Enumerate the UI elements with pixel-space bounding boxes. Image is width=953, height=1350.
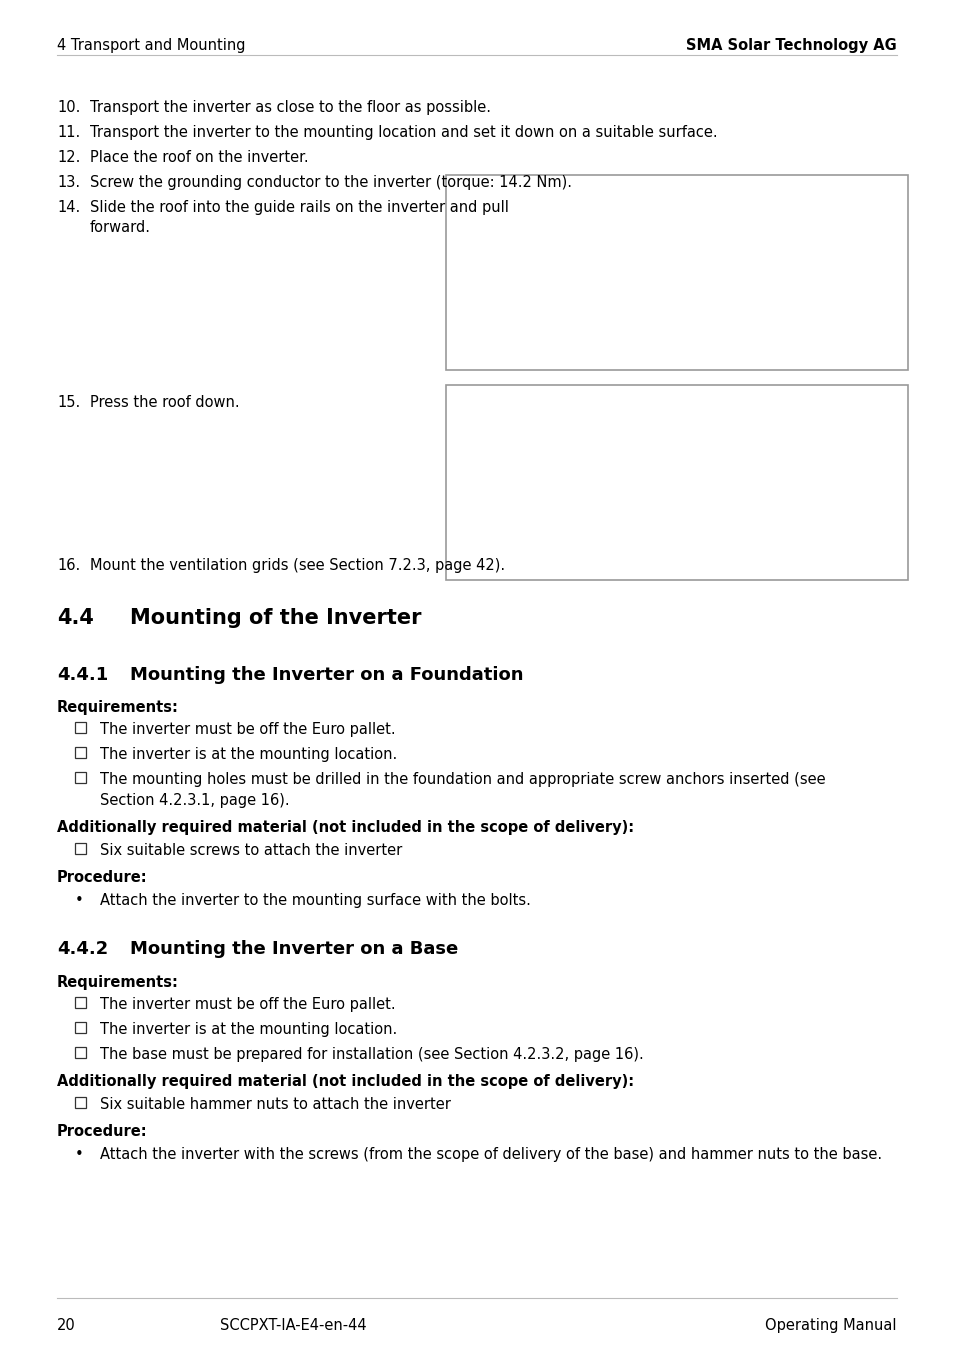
Text: The inverter must be off the Euro pallet.: The inverter must be off the Euro pallet… [100,998,395,1012]
Text: Transport the inverter as close to the floor as possible.: Transport the inverter as close to the f… [90,100,491,115]
Text: Attach the inverter with the screws (from the scope of delivery of the base) and: Attach the inverter with the screws (fro… [100,1148,882,1162]
Text: Place the roof on the inverter.: Place the roof on the inverter. [90,150,309,165]
Text: Additionally required material (not included in the scope of delivery):: Additionally required material (not incl… [57,1075,634,1089]
Bar [75,842,86,855]
Bar [75,998,86,1008]
Bar [75,772,86,783]
Text: 13.: 13. [57,176,80,190]
Bar [75,722,86,733]
Text: Procedure:: Procedure: [57,869,148,886]
Text: 14.: 14. [57,200,80,215]
Text: 4.4.1: 4.4.1 [57,666,108,684]
Text: •: • [75,892,84,909]
Text: The inverter must be off the Euro pallet.: The inverter must be off the Euro pallet… [100,722,395,737]
Text: Requirements:: Requirements: [57,701,179,716]
Bar [75,1098,86,1108]
Text: Mount the ventilation grids (see Section 7.2.3, page 42).: Mount the ventilation grids (see Section… [90,558,504,572]
Text: The mounting holes must be drilled in the foundation and appropriate screw ancho: The mounting holes must be drilled in th… [100,772,824,787]
Text: 11.: 11. [57,126,80,140]
Text: Slide the roof into the guide rails on the inverter and pull: Slide the roof into the guide rails on t… [90,200,508,215]
Text: Six suitable screws to attach the inverter: Six suitable screws to attach the invert… [100,842,402,859]
Text: The inverter is at the mounting location.: The inverter is at the mounting location… [100,747,396,761]
Text: Transport the inverter to the mounting location and set it down on a suitable su: Transport the inverter to the mounting l… [90,126,717,140]
Text: Six suitable hammer nuts to attach the inverter: Six suitable hammer nuts to attach the i… [100,1098,451,1112]
Bar [75,1048,86,1058]
Text: 12.: 12. [57,150,80,165]
Text: 16.: 16. [57,558,80,572]
Text: SMA Solar Technology AG: SMA Solar Technology AG [685,38,896,53]
FancyBboxPatch shape [446,385,907,580]
Text: 15.: 15. [57,396,80,410]
Text: Mounting the Inverter on a Base: Mounting the Inverter on a Base [130,940,457,958]
Text: Screw the grounding conductor to the inverter (torque: 14.2 Nm).: Screw the grounding conductor to the inv… [90,176,572,190]
Text: The inverter is at the mounting location.: The inverter is at the mounting location… [100,1022,396,1037]
FancyBboxPatch shape [446,176,907,370]
Text: Mounting the Inverter on a Foundation: Mounting the Inverter on a Foundation [130,666,523,684]
Bar [75,1022,86,1033]
Text: Mounting of the Inverter: Mounting of the Inverter [130,608,421,628]
Text: 4.4: 4.4 [57,608,93,628]
Text: 4 Transport and Mounting: 4 Transport and Mounting [57,38,245,53]
Text: Operating Manual: Operating Manual [764,1318,896,1332]
Text: •: • [75,1148,84,1162]
Text: 10.: 10. [57,100,80,115]
Bar [75,747,86,757]
Text: Requirements:: Requirements: [57,975,179,990]
Text: Attach the inverter to the mounting surface with the bolts.: Attach the inverter to the mounting surf… [100,892,530,909]
Text: Section 4.2.3.1, page 16).: Section 4.2.3.1, page 16). [100,792,290,809]
Text: SCCPXT-IA-E4-en-44: SCCPXT-IA-E4-en-44 [220,1318,366,1332]
Text: The base must be prepared for installation (see Section 4.2.3.2, page 16).: The base must be prepared for installati… [100,1048,643,1062]
Text: Press the roof down.: Press the roof down. [90,396,239,410]
Text: Additionally required material (not included in the scope of delivery):: Additionally required material (not incl… [57,819,634,836]
Text: 20: 20 [57,1318,75,1332]
Text: forward.: forward. [90,220,151,235]
Text: Procedure:: Procedure: [57,1125,148,1139]
Text: 4.4.2: 4.4.2 [57,940,108,958]
